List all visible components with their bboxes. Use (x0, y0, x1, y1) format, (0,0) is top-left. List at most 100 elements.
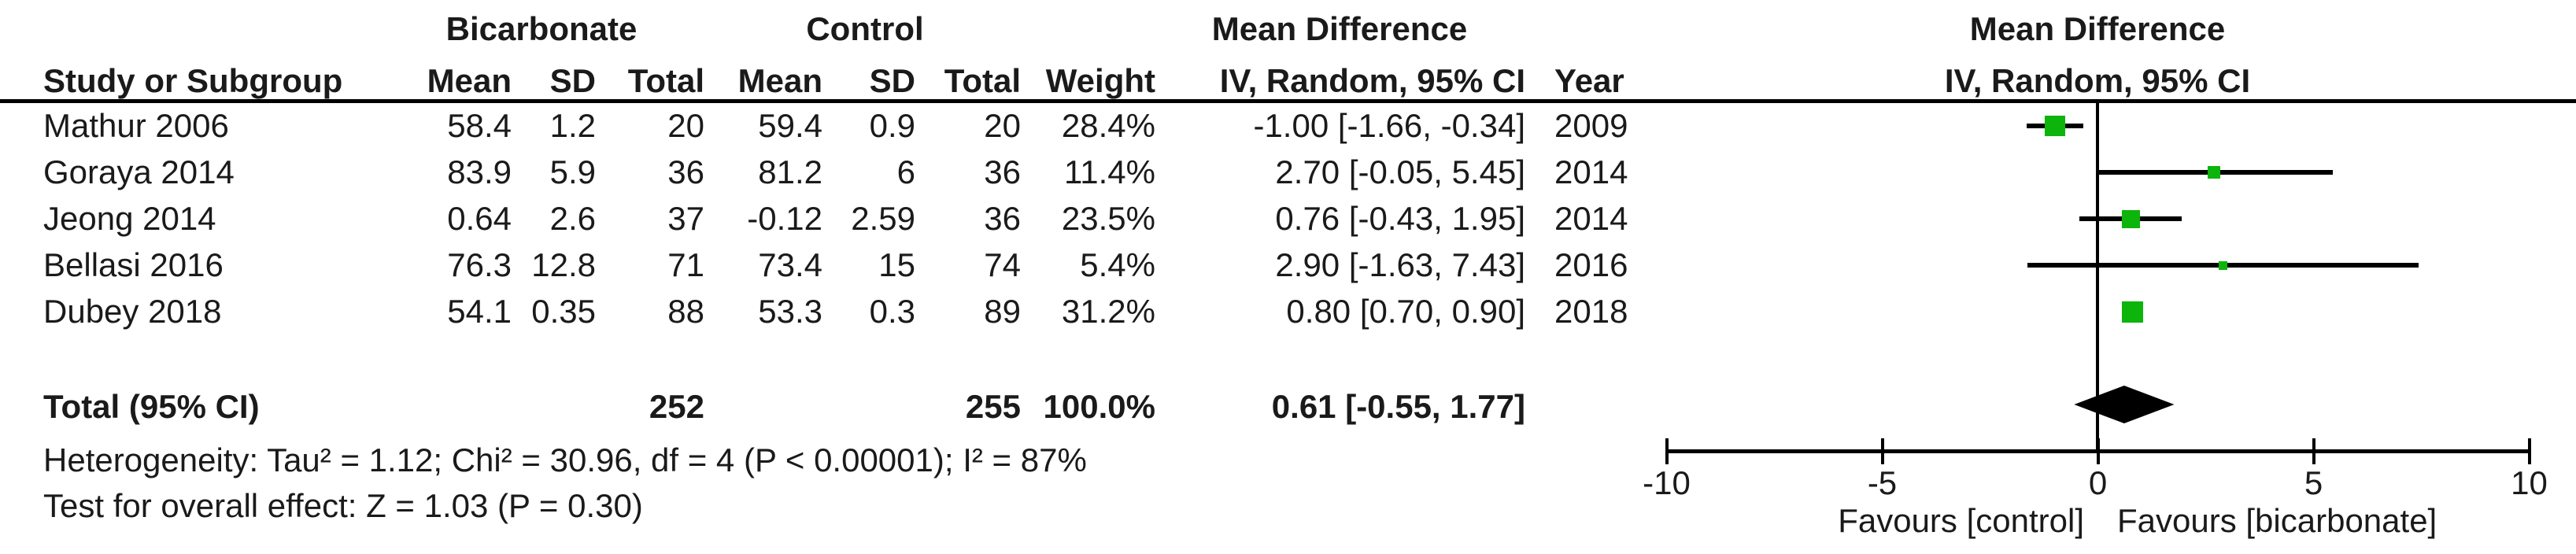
header-total-control: Total (944, 62, 1021, 99)
cell-total1: 20 (667, 107, 704, 144)
overall-effect-test: Test for overall effect: Z = 1.03 (P = 0… (43, 487, 643, 524)
cell-ci: 0.76 [-0.43, 1.95] (1275, 200, 1525, 237)
cell-sd2: 0.3 (869, 293, 915, 330)
cell-study: Dubey 2018 (43, 293, 222, 330)
cell-year: 2014 (1554, 153, 1628, 190)
cell-mean1: 58.4 (447, 107, 512, 144)
cell-mean2: 53.3 (758, 293, 822, 330)
cell-sd2: 6 (896, 153, 915, 190)
table-row-mathur-2006: Mathur 2006 58.4 1.2 20 59.4 0.9 20 28.4% -1.00 … (0, 105, 2576, 146)
cell-sd1: 5.9 (549, 153, 596, 190)
cell-total2: 36 (984, 200, 1021, 237)
header-mean-control: Mean (737, 62, 822, 99)
total-n-bicarbonate: 252 (649, 388, 704, 425)
total-n-control: 255 (965, 388, 1021, 425)
cell-year: 2016 (1554, 246, 1628, 283)
cell-weight: 31.2% (1061, 293, 1155, 330)
group-header-bicarbonate: Bicarbonate (445, 10, 638, 47)
favours-control-label: Favours [control] (1838, 502, 2084, 539)
cell-sd1: 2.6 (549, 200, 596, 237)
cell-mean2: 59.4 (758, 107, 822, 144)
cell-mean2: 81.2 (758, 153, 822, 190)
axis-tick--5 (1880, 438, 1884, 464)
cell-sd2: 2.59 (851, 200, 915, 237)
header-total-bicarbonate: Total (627, 62, 704, 99)
cell-sd1: 0.35 (531, 293, 596, 330)
cell-total1: 88 (667, 293, 704, 330)
cell-total2: 89 (984, 293, 1021, 330)
cell-total2: 20 (984, 107, 1021, 144)
table-row-jeong-2014: Jeong 2014 0.64 2.6 37 -0.12 2.59 36 23.5% 0.76 … (0, 198, 2576, 239)
favours-bicarbonate-label: Favours [bicarbonate] (2117, 502, 2437, 539)
cell-total2: 36 (984, 153, 1021, 190)
cell-study: Bellasi 2016 (43, 246, 224, 283)
header-sd-control: SD (869, 62, 915, 99)
axis-tick-label--10: -10 (1643, 464, 1691, 501)
cell-sd2: 15 (878, 246, 915, 283)
point-estimate-square-mathur-2006 (2044, 116, 2065, 136)
group-header-mean-difference: Mean Difference (1211, 10, 1468, 47)
point-estimate-square-goraya-2014 (2208, 166, 2221, 179)
axis-tick-0 (2096, 438, 2100, 464)
header-study-or-subgroup: Study or Subgroup (43, 62, 343, 99)
cell-mean2: -0.12 (747, 200, 822, 237)
cell-ci: -1.00 [-1.66, -0.34] (1253, 107, 1525, 144)
heterogeneity-stats: Heterogeneity: Tau² = 1.12; Chi² = 30.96… (43, 441, 1087, 478)
total-label: Total (95% CI) (43, 388, 260, 425)
table-row-goraya-2014: Goraya 2014 83.9 5.9 36 81.2 6 36 11.4% 2.70 [-0… (0, 152, 2576, 193)
header-mean-bicarbonate: Mean (427, 62, 512, 99)
cell-total1: 71 (667, 246, 704, 283)
header-year: Year (1554, 62, 1624, 99)
point-estimate-square-dubey-2018 (2121, 301, 2143, 323)
cell-study: Mathur 2006 (43, 107, 229, 144)
plot-subtitle-iv-random-ci: IV, Random, 95% CI (1944, 62, 2251, 99)
point-estimate-square-jeong-2014 (2121, 209, 2140, 228)
table-row-dubey-2018: Dubey 2018 54.1 0.35 88 53.3 0.3 89 31.2% 0.80 [… (0, 291, 2576, 332)
axis-tick-label-0: 0 (2088, 464, 2108, 501)
axis-tick-10 (2527, 438, 2531, 464)
cell-mean1: 54.1 (447, 293, 512, 330)
cell-year: 2014 (1554, 200, 1628, 237)
cell-weight: 11.4% (1064, 153, 1155, 190)
total-row: Total (95% CI) 252 255 100.0% 0.61 [-0.5… (0, 386, 2576, 427)
header-weight: Weight (1045, 62, 1155, 99)
cell-ci: 2.90 [-1.63, 7.43] (1275, 246, 1525, 283)
zero-line (2096, 102, 2099, 451)
cell-weight: 28.4% (1061, 107, 1155, 144)
group-header-row: Bicarbonate Control Mean Difference Mean… (0, 9, 2576, 50)
cell-ci: 2.70 [-0.05, 5.45] (1275, 153, 1525, 190)
point-estimate-square-bellasi-2016 (2218, 260, 2227, 270)
axis-tick-label-10: 10 (2511, 464, 2548, 501)
cell-mean1: 83.9 (447, 153, 512, 190)
cell-study: Jeong 2014 (43, 200, 216, 237)
cell-study: Goraya 2014 (43, 153, 235, 190)
cell-sd1: 12.8 (531, 246, 596, 283)
group-header-control: Control (806, 10, 924, 47)
cell-sd2: 0.9 (869, 107, 915, 144)
cell-sd1: 1.2 (549, 107, 596, 144)
cell-year: 2009 (1554, 107, 1628, 144)
cell-total1: 37 (667, 200, 704, 237)
cell-mean1: 0.64 (447, 200, 512, 237)
plot-title-mean-difference: Mean Difference (1969, 10, 2226, 47)
axis-tick--10 (1665, 438, 1669, 464)
cell-weight: 23.5% (1061, 200, 1155, 237)
cell-ci: 0.80 [0.70, 0.90] (1286, 293, 1525, 330)
axis-tick-label-5: 5 (2304, 464, 2323, 501)
cell-year: 2018 (1554, 293, 1628, 330)
total-weight: 100.0% (1043, 388, 1155, 425)
cell-total1: 36 (667, 153, 704, 190)
axis-tick-5 (2312, 438, 2315, 464)
cell-total2: 74 (984, 246, 1021, 283)
axis-tick-label--5: -5 (1867, 464, 1898, 501)
column-header-row: Study or Subgroup Mean SD Total Mean SD … (0, 61, 2576, 102)
cell-mean2: 73.4 (758, 246, 822, 283)
header-iv-random-ci: IV, Random, 95% CI (1219, 62, 1525, 99)
header-underline (0, 99, 2576, 103)
cell-mean1: 76.3 (447, 246, 512, 283)
header-sd-bicarbonate: SD (549, 62, 596, 99)
table-row-bellasi-2016: Bellasi 2016 76.3 12.8 71 73.4 15 74 5.4% 2.90 [… (0, 245, 2576, 286)
total-effect-estimate: 0.61 [-0.55, 1.77] (1271, 388, 1525, 425)
cell-weight: 5.4% (1080, 246, 1155, 283)
